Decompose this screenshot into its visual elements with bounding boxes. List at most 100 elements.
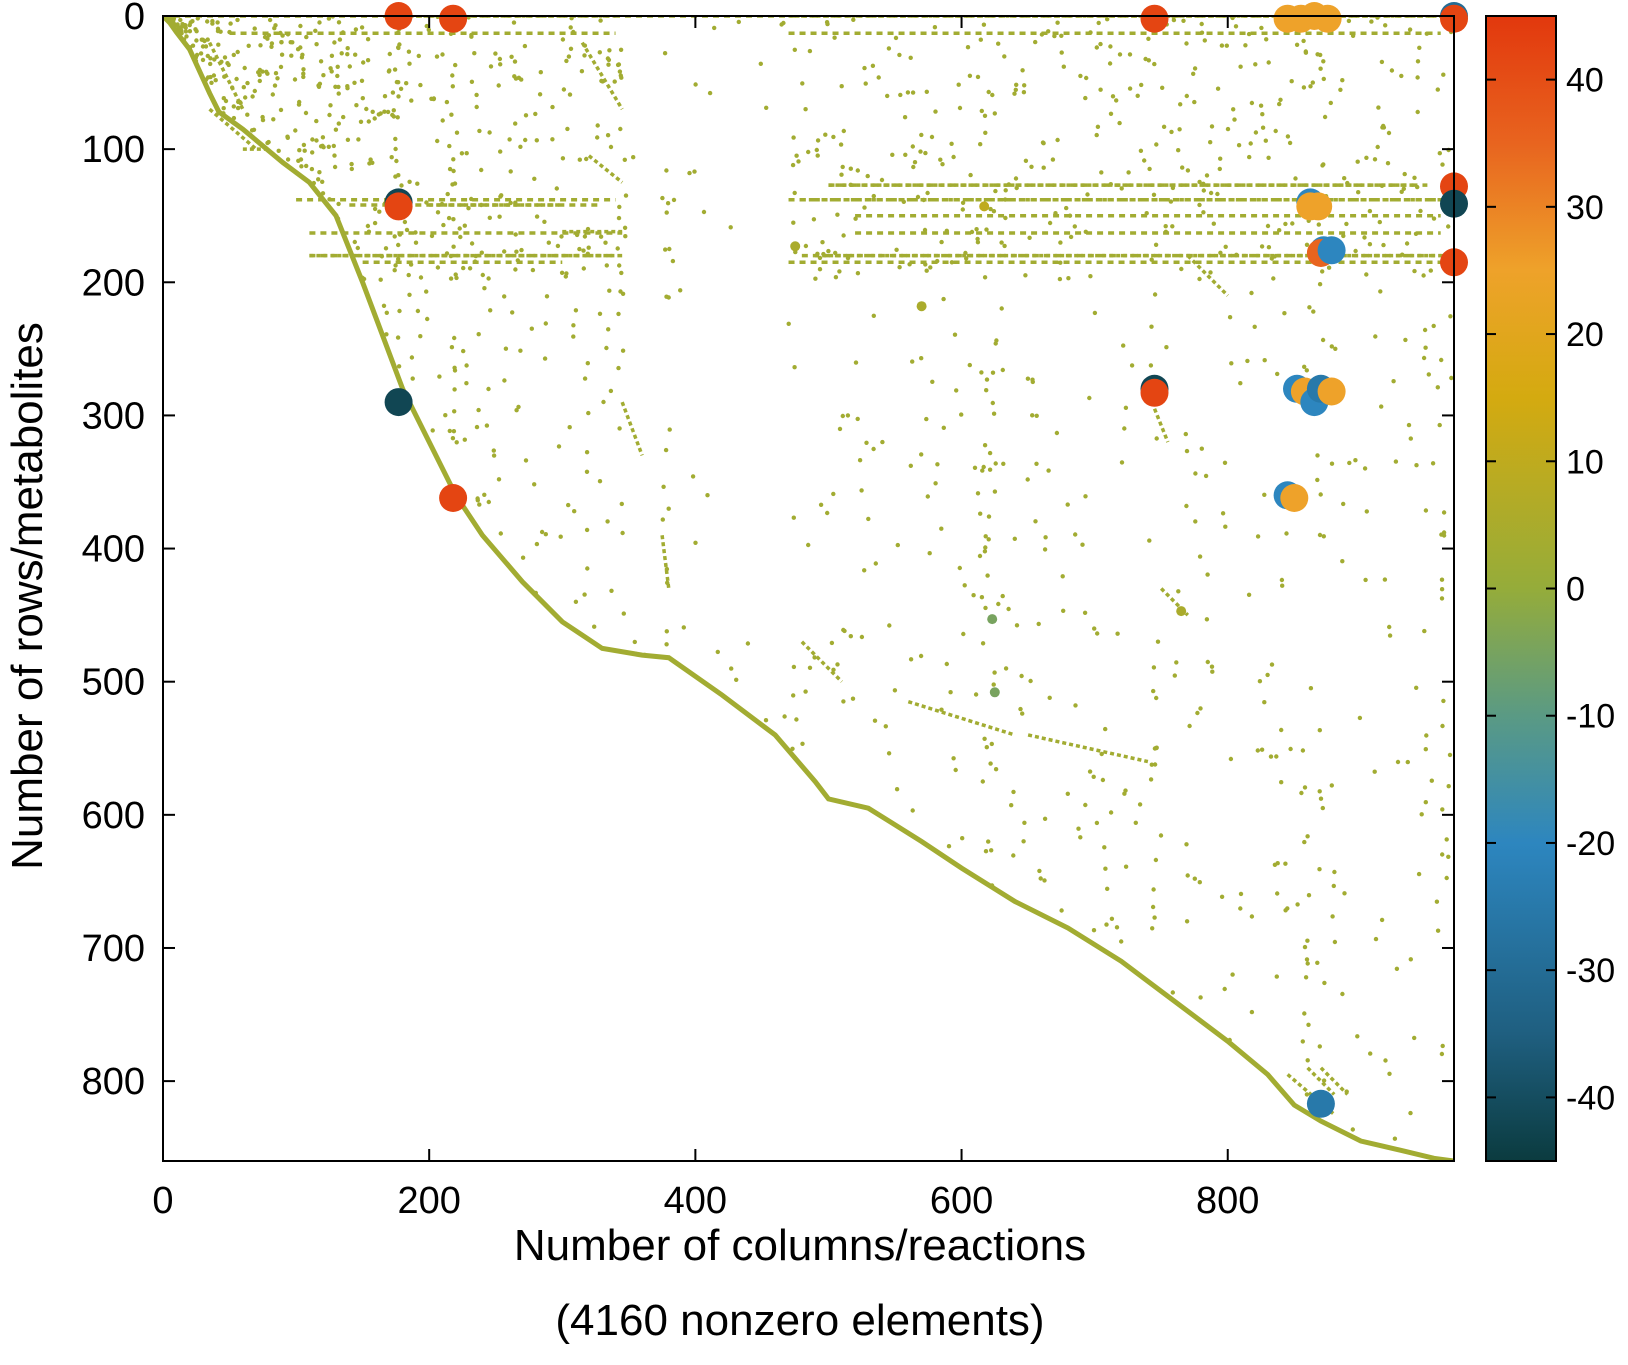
nonzero-point [257, 67, 263, 73]
nonzero-point [908, 463, 913, 468]
nonzero-point [581, 248, 586, 253]
nonzero-point [921, 197, 926, 203]
nonzero-point [382, 94, 388, 99]
nonzero-point [1321, 534, 1327, 539]
nonzero-point [534, 541, 540, 547]
nonzero-point [1155, 639, 1161, 644]
nonzero-point [1376, 105, 1381, 110]
nonzero-point [1277, 101, 1282, 107]
nonzero-point [1367, 208, 1373, 214]
nonzero-point [1331, 883, 1337, 889]
nonzero-point [1154, 436, 1159, 441]
nonzero-point [975, 240, 981, 245]
nonzero-point [1367, 242, 1373, 247]
nonzero-point [1180, 165, 1185, 170]
nonzero-point [365, 58, 371, 63]
nonzero-point [1252, 324, 1257, 329]
nonzero-point [1170, 224, 1175, 229]
nonzero-point [1413, 231, 1419, 236]
nonzero-point [435, 210, 441, 215]
nonzero-point [928, 265, 933, 270]
nonzero-point [267, 17, 273, 23]
nonzero-point [1375, 144, 1380, 150]
nonzero-point [993, 767, 999, 772]
nonzero-point [1099, 170, 1104, 175]
nonzero-point [863, 81, 868, 86]
nonzero-point [1103, 726, 1108, 732]
nonzero-point [996, 41, 1001, 46]
nonzero-point [1357, 715, 1363, 721]
nonzero-point [1019, 673, 1024, 679]
nonzero-point [1424, 31, 1430, 36]
nonzero-point [242, 65, 247, 71]
nonzero-point [1328, 100, 1334, 106]
nonzero-point [951, 154, 956, 160]
nonzero-point [859, 634, 865, 640]
nonzero-point [265, 140, 270, 146]
nonzero-point [1108, 182, 1114, 187]
nonzero-point [597, 311, 603, 316]
nonzero-point [430, 428, 435, 433]
nonzero-point [366, 119, 371, 124]
nonzero-point [250, 94, 255, 99]
nonzero-point [1117, 120, 1122, 126]
nonzero-point [745, 641, 751, 646]
nonzero-point [316, 177, 321, 182]
nonzero-point [1412, 268, 1417, 274]
nonzero-point [1114, 98, 1119, 103]
nonzero-point [429, 233, 435, 239]
nonzero-point [1326, 265, 1332, 270]
nonzero-point [1096, 20, 1101, 26]
nonzero-point [620, 348, 626, 353]
nonzero-point [544, 294, 550, 299]
nonzero-point [939, 239, 944, 245]
nonzero-point [1353, 458, 1358, 463]
y-tick-label: 500 [82, 662, 145, 704]
nonzero-point [237, 99, 243, 105]
nonzero-point [1263, 138, 1269, 143]
nonzero-point [989, 848, 994, 853]
nonzero-point [991, 209, 997, 214]
nonzero-point [803, 689, 808, 694]
nonzero-point [533, 111, 538, 117]
nonzero-point [1054, 430, 1060, 436]
nonzero-point [791, 515, 796, 520]
nonzero-point [1393, 459, 1399, 464]
nonzero-point [1082, 610, 1088, 615]
nonzero-point [1218, 250, 1223, 255]
nonzero-point [939, 526, 944, 531]
nonzero-point [1087, 769, 1093, 774]
nonzero-point [503, 346, 509, 351]
nonzero-point [1149, 257, 1154, 262]
nonzero-point [1308, 84, 1313, 89]
nonzero-point [850, 696, 856, 701]
nonzero-point [979, 108, 984, 114]
nonzero-point [953, 767, 958, 773]
nonzero-point [486, 499, 491, 505]
nonzero-point [519, 247, 524, 253]
nonzero-point [678, 288, 683, 293]
nonzero-point [604, 263, 609, 268]
x-axis-ticks: 0 200 400 600 800 [152, 16, 1259, 1222]
nonzero-point [335, 73, 340, 79]
nonzero-point [903, 152, 908, 157]
nonzero-point [666, 295, 671, 300]
nonzero-point [1215, 86, 1221, 91]
nonzero-point [472, 259, 478, 264]
nonzero-point [321, 73, 326, 78]
nonzero-point [1422, 327, 1428, 333]
nonzero-point [1021, 839, 1026, 844]
nonzero-point [1184, 503, 1189, 509]
nonzero-point [435, 138, 440, 144]
nonzero-point [1285, 134, 1291, 139]
nonzero-point [1025, 376, 1031, 381]
nonzero-point [1387, 624, 1392, 630]
nonzero-point [1441, 698, 1446, 704]
nonzero-point [585, 251, 590, 256]
nonzero-point [818, 502, 824, 507]
nonzero-point [1073, 703, 1078, 708]
nonzero-point [1083, 229, 1089, 234]
nonzero-point [585, 566, 590, 571]
nonzero-point [571, 323, 576, 328]
nonzero-point [210, 18, 215, 24]
